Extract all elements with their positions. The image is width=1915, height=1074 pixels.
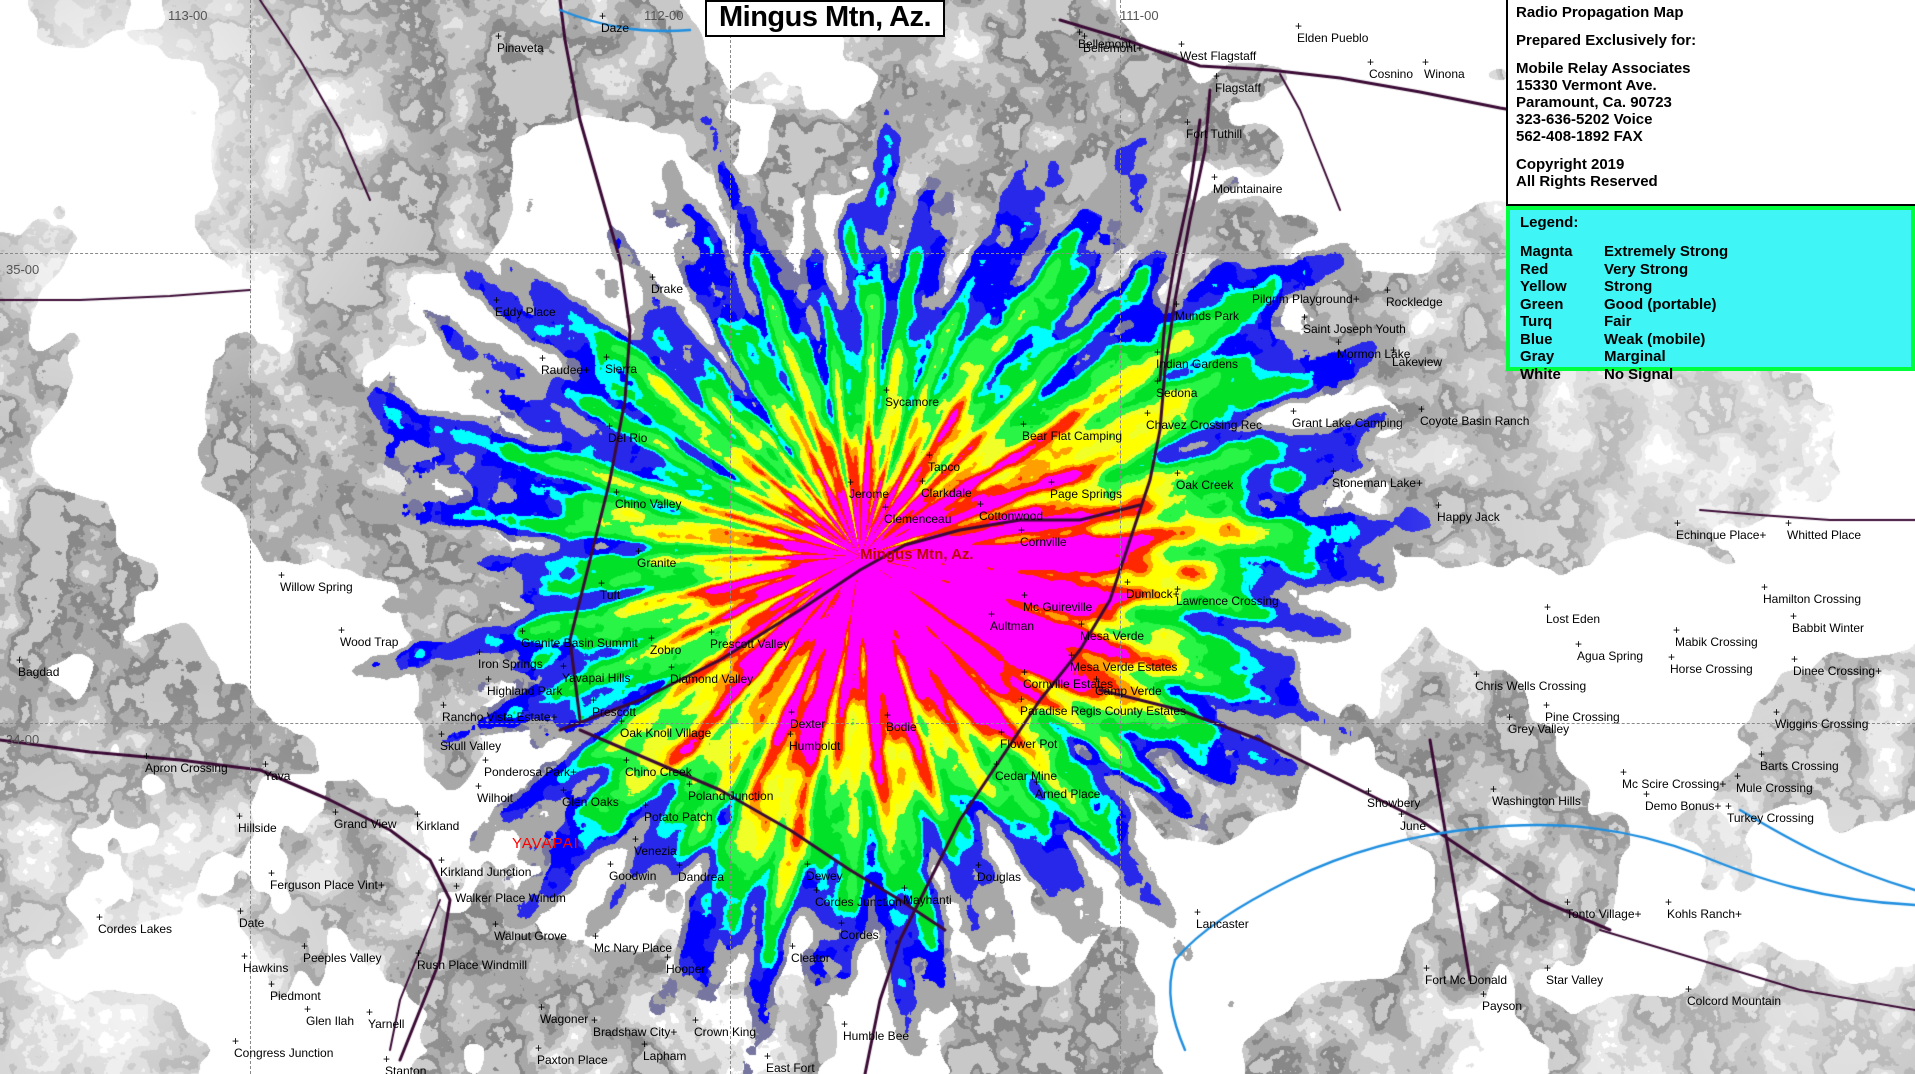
grid-coordinate-label: 112-00 [644, 8, 684, 23]
legend-color-name: White [1520, 365, 1561, 383]
legend-description: Strong [1604, 278, 1653, 295]
legend-panel: Legend: Magnta Extremely Strong Red Very St… [1506, 206, 1915, 383]
legend-rows: Magnta Extremely Strong Red Very Strong Yell… [1520, 243, 1905, 383]
info-prepared-for-label: Prepared Exclusively for: [1516, 32, 1697, 49]
info-address-2: Paramount, Ca. 90723 [1516, 94, 1672, 111]
info-heading: Radio Propagation Map [1516, 4, 1684, 21]
legend-description: Marginal [1604, 348, 1666, 365]
legend-color-name: Blue [1520, 330, 1553, 348]
info-company: Mobile Relay Associates [1516, 60, 1691, 77]
legend-row-yellow: Yellow Strong [1520, 278, 1905, 296]
legend-row-turq: Turq Fair [1520, 313, 1905, 331]
legend-description: Extremely Strong [1604, 243, 1729, 260]
legend-row-green: Green Good (portable) [1520, 296, 1905, 314]
legend-row-blue: Blue Weak (mobile) [1520, 331, 1905, 349]
legend-color-name: Yellow [1520, 278, 1567, 295]
legend-row-magnta: Magnta Extremely Strong [1520, 243, 1905, 261]
legend-description: Weak (mobile) [1604, 330, 1706, 348]
legend-description: Good (portable) [1604, 295, 1717, 313]
legend-row-gray: Gray Marginal [1520, 348, 1905, 366]
grid-coordinate-label: 111-00 [1120, 8, 1159, 23]
info-voice: 323-636-5202 Voice [1516, 111, 1653, 128]
page-title: Mingus Mtn, Az. [705, 0, 946, 37]
legend-color-name: Turq [1520, 313, 1553, 330]
legend-row-red: Red Very Strong [1520, 261, 1905, 279]
grid-coordinate-label: 34-00 [6, 732, 40, 747]
legend-description: Fair [1604, 313, 1632, 330]
grid-coordinate-label: 113-00 [168, 8, 208, 23]
legend-color-name: Red [1520, 260, 1549, 278]
legend-title: Legend: [1520, 214, 1579, 231]
legend-description: No Signal [1604, 365, 1674, 383]
info-panel: Radio Propagation Map Prepared Exclusive… [1506, 0, 1915, 206]
legend-description: Very Strong [1604, 260, 1689, 278]
info-address-1: 15330 Vermont Ave. [1516, 77, 1657, 94]
legend-color-name: Magnta [1520, 243, 1573, 260]
legend-color-name: Gray [1520, 348, 1555, 365]
info-rights: All Rights Reserved [1516, 173, 1658, 190]
grid-coordinate-label: 35-00 [6, 262, 40, 277]
info-copyright: Copyright 2019 [1516, 156, 1625, 173]
info-fax: 562-408-1892 FAX [1516, 128, 1643, 145]
legend-color-name: Green [1520, 295, 1564, 313]
legend-row-white: White No Signal [1520, 366, 1905, 384]
